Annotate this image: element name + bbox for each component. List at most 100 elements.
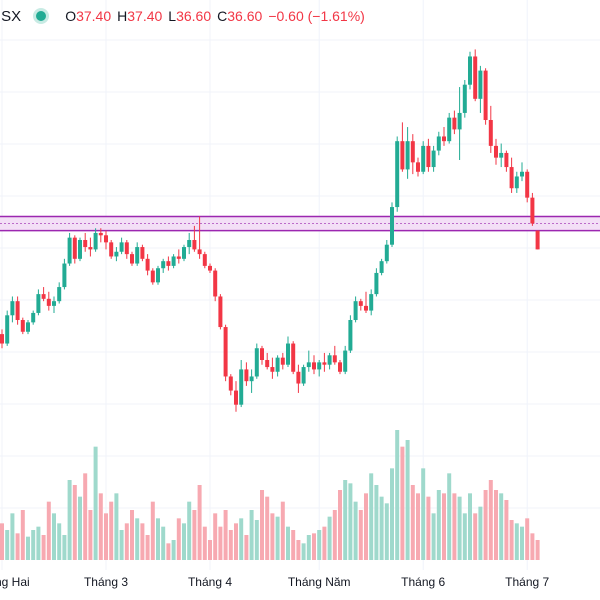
candle-body <box>530 197 535 224</box>
volume-bar <box>150 501 155 560</box>
high-value: 37.40 <box>127 8 163 24</box>
candle-body <box>249 376 254 382</box>
candle-body <box>140 247 145 259</box>
volume-bar <box>254 520 259 560</box>
candle-body <box>192 240 197 250</box>
volume-bar <box>358 510 363 560</box>
candle-body <box>312 362 316 370</box>
candle-body <box>182 247 186 259</box>
candle-body <box>239 369 244 405</box>
volume-bar <box>499 493 504 560</box>
candle-body <box>301 367 306 384</box>
candle-body <box>514 176 519 189</box>
volume-bar <box>280 501 285 560</box>
volume-bar <box>462 513 467 560</box>
candle-body <box>5 315 10 344</box>
candle-body <box>176 256 181 259</box>
volume-bar <box>202 526 207 560</box>
candle-body <box>457 112 462 130</box>
volume-bar <box>421 468 426 560</box>
volume-bar <box>124 523 129 560</box>
volume-bar <box>166 543 171 560</box>
volume-bar <box>395 430 400 560</box>
candle-body <box>72 237 77 259</box>
time-axis[interactable]: Tháng Hai Tháng 3 Tháng 4 Tháng Năm Thán… <box>0 570 600 600</box>
candle-body <box>260 348 264 360</box>
volume-bar <box>301 543 306 560</box>
candle-body <box>343 350 348 372</box>
candle-body <box>166 261 171 266</box>
volume-bar <box>223 510 228 560</box>
volume-bar <box>338 490 342 560</box>
candle-body <box>52 301 56 306</box>
close-value: 36.60 <box>227 8 263 24</box>
change-value: −0.60 (−1.61%) <box>268 8 365 24</box>
volume-bar <box>208 540 212 560</box>
candle-body <box>208 265 212 271</box>
volume-bar <box>57 523 62 560</box>
candle-body <box>327 355 332 365</box>
volume-bar <box>156 518 160 560</box>
volume-bar <box>161 526 166 560</box>
resistance-zone <box>0 215 600 232</box>
volume-bar <box>514 523 519 560</box>
volume-bar <box>270 513 275 560</box>
volume-bar <box>400 446 405 560</box>
candle-body <box>218 296 223 328</box>
candle-body <box>104 235 108 243</box>
candle-body <box>109 242 114 257</box>
candle-body <box>228 376 233 391</box>
candle-body <box>31 312 36 323</box>
symbol-label: ISX <box>0 7 22 25</box>
volume-bar <box>322 526 327 560</box>
candle-body <box>306 362 311 368</box>
candle-body <box>322 362 327 365</box>
candle-body <box>135 247 140 264</box>
candle-body <box>488 120 493 146</box>
volume-bar <box>525 518 530 560</box>
candle-body <box>405 141 410 170</box>
candle-body <box>15 301 20 320</box>
volume-bar <box>176 518 181 560</box>
candle-body <box>442 136 446 142</box>
volume-bar <box>426 496 431 560</box>
candle-body <box>499 152 504 158</box>
candle-body <box>291 343 296 372</box>
candle-body <box>202 254 207 266</box>
candle-body <box>384 244 389 262</box>
volume-bar <box>239 518 244 560</box>
volume-bar <box>20 510 25 560</box>
volume-bar <box>306 535 311 560</box>
candle-body <box>280 357 285 365</box>
x-tick-label: Tháng Năm <box>287 575 351 589</box>
volume-bar <box>286 526 290 560</box>
volume-bar <box>135 518 140 560</box>
candle-body <box>244 369 249 382</box>
candle-body <box>20 320 25 332</box>
volume-bar <box>364 493 368 560</box>
volume-bar <box>265 496 270 560</box>
volume-bar <box>104 513 108 560</box>
candle-body <box>187 240 192 248</box>
open-value: 37.40 <box>76 8 112 24</box>
volume-bar <box>213 513 218 560</box>
candle-body <box>98 232 103 236</box>
candle-body <box>410 141 415 163</box>
volume-bar <box>249 510 254 560</box>
candle-body <box>509 167 514 189</box>
volume-bar <box>405 440 410 560</box>
volume-bar <box>15 533 20 560</box>
candle-body <box>197 249 202 255</box>
volume-bar <box>72 485 77 560</box>
candle-body <box>369 294 374 311</box>
low-value: 36.60 <box>176 8 212 24</box>
volume-bar <box>468 493 472 560</box>
volume-bar <box>192 510 197 560</box>
candle-body <box>62 263 67 288</box>
candle-body <box>535 230 540 250</box>
candle-body <box>332 355 337 363</box>
candle-body <box>338 362 342 372</box>
candle-body <box>213 270 218 297</box>
candle-body <box>124 242 129 255</box>
